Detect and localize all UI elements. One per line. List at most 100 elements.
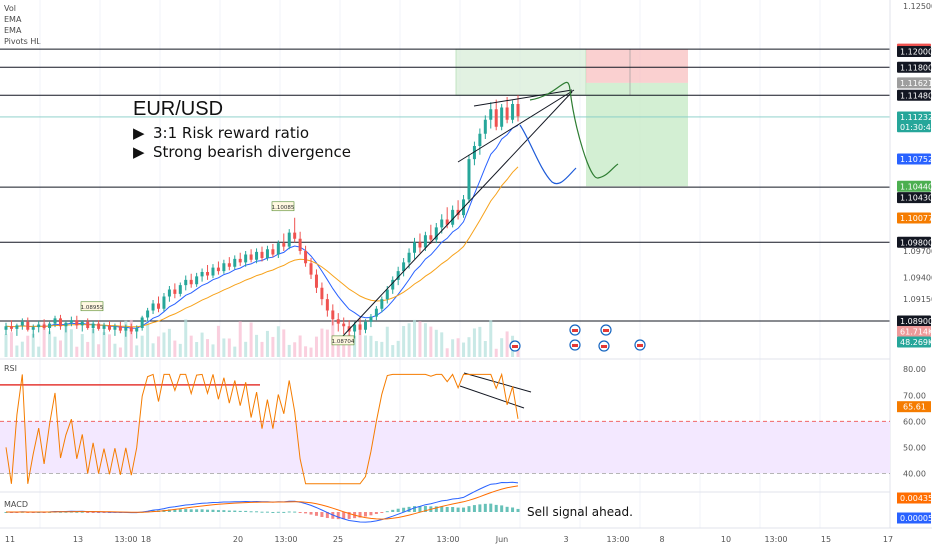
- economic-event-flag-icon: [601, 345, 607, 348]
- macd-histogram-bar: [293, 511, 297, 513]
- price-tag: [897, 336, 931, 348]
- macd-value-tag: [897, 492, 931, 504]
- position-zones[interactable]: [455, 48, 688, 187]
- volume-bar: [211, 344, 215, 357]
- volume-bar: [135, 345, 139, 357]
- volume-bar: [478, 326, 482, 357]
- candle-body: [195, 276, 199, 285]
- rsi-pane-label: RSI: [4, 364, 17, 373]
- candle-body: [97, 323, 101, 329]
- horizontal-levels[interactable]: [0, 48, 890, 322]
- volume-bar: [233, 346, 237, 357]
- volume-bar: [282, 329, 286, 357]
- candle-body: [374, 308, 378, 317]
- volume-bar: [200, 332, 204, 357]
- volume-bar: [456, 338, 460, 357]
- candle-body: [53, 318, 57, 324]
- macd-histogram-bar: [320, 512, 324, 517]
- candle-body: [244, 254, 248, 263]
- macd-histogram-bar: [238, 510, 242, 512]
- macd-histogram-bar: [255, 511, 259, 513]
- volume-bar: [107, 334, 111, 357]
- volume-bar: [20, 341, 24, 357]
- rsi-tick: 70.00: [903, 391, 926, 400]
- economic-event-flag-icon: [572, 329, 578, 332]
- volume-bar: [413, 319, 417, 357]
- economic-event-flag-icon: [512, 345, 518, 348]
- volume-bar: [255, 334, 259, 357]
- macd-histogram-bar: [407, 506, 411, 512]
- candle-body: [407, 252, 411, 263]
- time-axis[interactable]: 11 13 13:00 18 20 13:00 25 27 13:00 Jun 3 13:00 8 10 1…: [5, 535, 893, 544]
- macd-value-label: 0.00005: [900, 514, 932, 523]
- candle-body: [91, 323, 95, 328]
- candle-body: [69, 320, 73, 323]
- volume-bar: [462, 342, 466, 357]
- candle-body: [483, 119, 487, 134]
- candle-body: [385, 289, 389, 300]
- candle-body: [325, 299, 329, 311]
- time-tick: 18: [141, 535, 151, 544]
- candle-body: [20, 321, 24, 326]
- candle-body: [472, 146, 476, 160]
- price-tag-label: 1.10440: [900, 182, 932, 191]
- macd-histogram-bar: [374, 512, 378, 515]
- price-tag-label: 1.08900: [900, 317, 932, 326]
- macd-histogram-bar: [304, 512, 308, 514]
- candle-body: [287, 232, 291, 247]
- indicator-label-ema-1[interactable]: EMA: [4, 15, 22, 24]
- volume-bar: [265, 330, 269, 357]
- candle-body: [216, 267, 220, 272]
- volume-bar: [118, 347, 122, 357]
- volume-bar: [189, 335, 193, 357]
- volume-bar: [53, 336, 57, 357]
- price-tag: [897, 111, 931, 123]
- macd-histogram-bar: [505, 506, 509, 512]
- rsi-tick: 80.00: [903, 365, 926, 374]
- rsi-tick: 60.00: [903, 417, 926, 426]
- volume-bar: [162, 332, 166, 357]
- volume-bar: [75, 346, 79, 357]
- volume-bar: [304, 346, 308, 357]
- candle-body: [211, 267, 215, 276]
- volume-bar: [287, 344, 291, 357]
- candle-body: [380, 299, 384, 309]
- volume-bar: [451, 339, 455, 357]
- trend-drawings[interactable]: [341, 81, 619, 338]
- volume-bar: [97, 344, 101, 357]
- candle-body: [260, 251, 264, 258]
- economic-event-flag-icon: [572, 344, 578, 347]
- time-tick: 13:00: [274, 535, 297, 544]
- time-tick: 20: [233, 535, 243, 544]
- candle-body: [500, 107, 504, 127]
- volume-bar: [146, 320, 150, 357]
- economic-event-icons[interactable]: [509, 324, 646, 352]
- bullet-divergence: Strong bearish divergence: [153, 143, 351, 161]
- indicator-label-pivots[interactable]: Pivots HL: [4, 37, 41, 46]
- rising-wedge-support: [457, 89, 575, 163]
- rsi-value-label: 65.61: [903, 403, 926, 412]
- macd-histogram-bar: [325, 512, 329, 519]
- volume-bar: [195, 342, 199, 357]
- macd-histogram-bar: [423, 505, 427, 512]
- volume-bar: [15, 345, 19, 357]
- candle-body: [489, 109, 493, 120]
- candle-body: [107, 325, 111, 330]
- time-tick: 13:00: [606, 535, 629, 544]
- price-tag-label: 48.269K: [900, 338, 932, 347]
- price-axis[interactable]: 1.12500 1.12000 1.11800 1.11480 1.10430 1.098…: [889, 0, 932, 528]
- macd-histogram-bar: [456, 507, 460, 512]
- indicator-label-vol[interactable]: Vol: [4, 4, 16, 13]
- candle-body: [429, 235, 433, 240]
- candle-body: [516, 104, 520, 117]
- bullet-risk-reward: 3:1 Risk reward ratio: [153, 124, 309, 142]
- macd-histogram-bar: [216, 510, 220, 512]
- candle-body: [37, 324, 41, 328]
- macd-histogram-bar: [380, 512, 384, 513]
- macd-histogram-bar: [86, 512, 90, 513]
- time-tick: 27: [395, 535, 405, 544]
- candle-body: [418, 242, 422, 248]
- indicator-label-ema-2[interactable]: EMA: [4, 26, 22, 35]
- candle-body: [227, 263, 231, 267]
